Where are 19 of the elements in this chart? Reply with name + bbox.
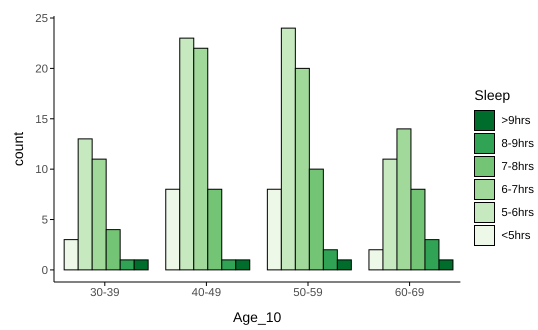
y-axis-title: count (10, 132, 26, 166)
legend-label: 7-8hrs (501, 160, 534, 172)
x-tick-label: 40-49 (192, 287, 222, 300)
x-axis-title: Age_10 (233, 309, 282, 325)
y-tick-label: 25 (35, 13, 48, 26)
y-tick-label: 5 (42, 214, 48, 227)
legend-label: 8-9hrs (501, 138, 534, 150)
legend-label: 6-7hrs (501, 184, 534, 196)
legend-title: Sleep (474, 87, 512, 103)
y-tick-label: 10 (35, 164, 48, 176)
legend-label: 5-6hrs (501, 206, 534, 218)
x-tick-label: 50-59 (293, 287, 323, 300)
legend-label: >9hrs (501, 114, 530, 126)
y-tick-label: 15 (35, 114, 48, 126)
legend-label: <5hrs (501, 230, 530, 242)
x-tick-label: 60-69 (394, 287, 424, 300)
y-tick-label: 20 (35, 63, 48, 76)
y-tick-label: 0 (42, 264, 48, 277)
x-tick-label: 30-39 (90, 287, 120, 300)
